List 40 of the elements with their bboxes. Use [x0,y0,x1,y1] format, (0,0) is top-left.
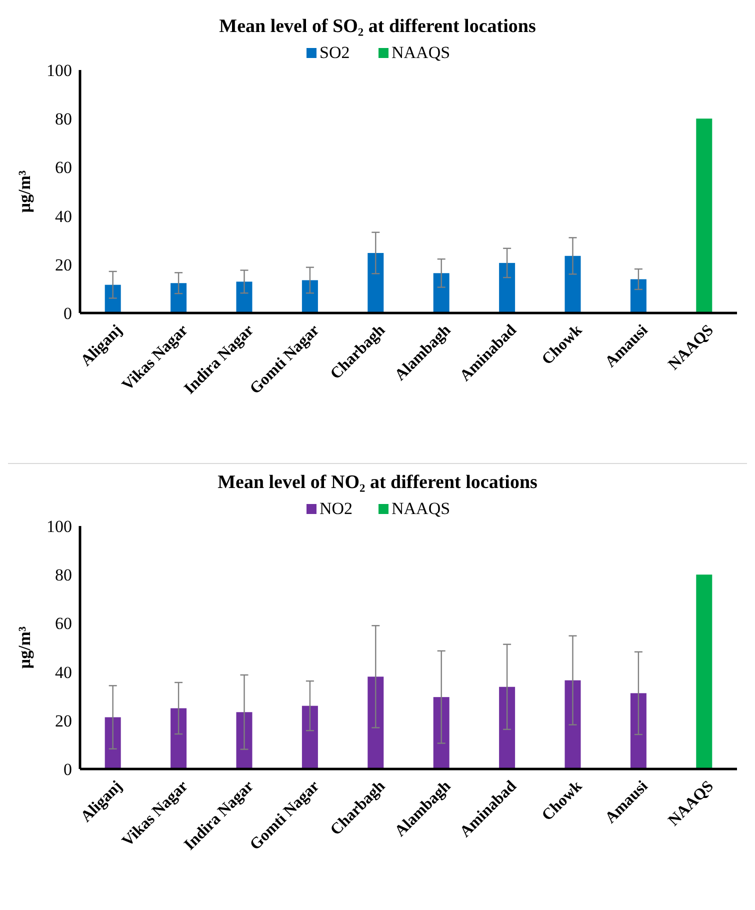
bar [499,262,516,313]
bar [104,284,121,313]
y-axis-title: μg/m³ [15,626,34,669]
bar [696,118,712,313]
y-tick-label: 60 [55,158,72,178]
bar [433,697,450,769]
bar [104,717,121,769]
bar [302,706,318,769]
bar [630,693,646,769]
bar [170,283,187,313]
bar [630,279,646,313]
y-tick-label: 0 [64,760,72,779]
y-tick-label: 20 [55,255,72,274]
y-tick-label: 40 [55,662,72,682]
chart-title: Mean level of NO₂ at different locations [218,472,538,493]
y-tick-label: 40 [55,206,72,226]
bar [236,712,252,769]
bar [696,574,712,769]
legend-label: NO2 [320,499,353,518]
y-axis-title: μg/m³ [15,170,34,213]
bar [170,708,187,769]
y-tick-label: 100 [46,516,72,536]
bar [433,273,450,313]
legend-label: NAAQS [392,43,450,62]
bar [368,252,384,313]
bar [236,282,252,313]
y-tick-label: 20 [55,711,72,730]
bar [368,676,384,769]
y-tick-label: 0 [64,304,72,323]
bar [499,686,516,769]
y-tick-label: 100 [46,60,72,80]
y-tick-label: 80 [55,566,72,585]
y-tick-label: 60 [55,614,72,634]
bar [302,280,318,313]
legend-label: NAAQS [392,499,450,518]
y-tick-label: 80 [55,110,72,129]
chart-title: Mean level of SO₂ at different locations [219,16,536,37]
legend-label: SO2 [320,43,350,62]
bar [564,256,581,313]
bar [564,680,581,769]
